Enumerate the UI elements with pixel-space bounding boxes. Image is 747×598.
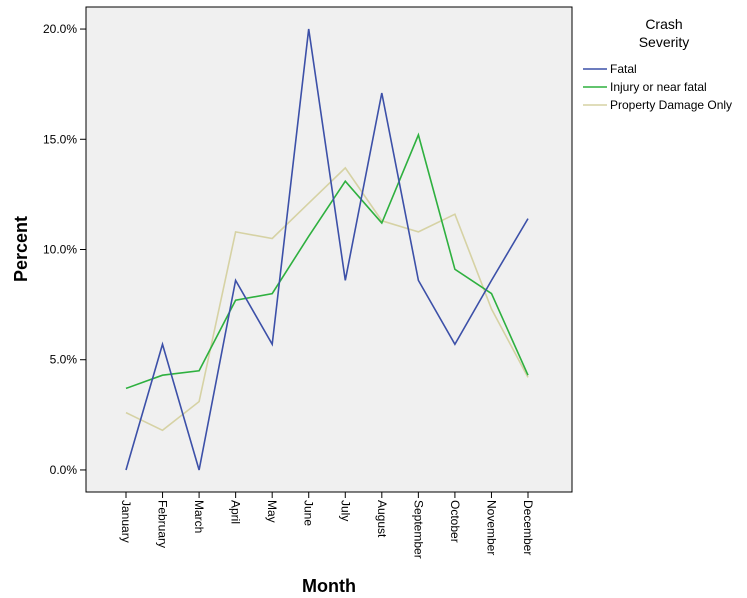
- plot-area: [85, 6, 573, 493]
- legend-item-label: Fatal: [610, 62, 637, 76]
- y-axis-title: Percent: [11, 216, 31, 282]
- y-tick-label: 5.0%: [50, 353, 78, 367]
- x-tick-label: August: [375, 500, 389, 538]
- legend-item-label: Property Damage Only: [610, 98, 732, 112]
- legend: Crash Severity Fatal Injury or near fatal…: [583, 16, 732, 112]
- legend-title-line-2: Severity: [639, 34, 690, 50]
- x-tick-label: February: [156, 500, 170, 548]
- y-axis: 0.0% 5.0% 10.0% 15.0% 20.0%: [43, 22, 86, 477]
- x-tick-label: December: [521, 500, 535, 555]
- y-tick-label: 15.0%: [43, 132, 77, 146]
- series-line-injury-or-near-fatal: [125, 132, 529, 390]
- x-tick-label: March: [192, 500, 206, 533]
- legend-item-label: Injury or near fatal: [610, 80, 707, 94]
- y-tick-label: 0.0%: [50, 463, 78, 477]
- series-line-property-damage-only: [125, 166, 529, 432]
- legend-title-line-1: Crash: [645, 16, 682, 32]
- series-lines: [125, 28, 529, 471]
- x-tick-label: April: [229, 500, 243, 524]
- x-tick-label: October: [448, 500, 462, 543]
- y-tick-label: 20.0%: [43, 22, 77, 36]
- series-line-fatal: [125, 28, 529, 471]
- x-tick-label: June: [302, 500, 316, 526]
- x-tick-label: July: [338, 500, 352, 521]
- x-tick-label: November: [484, 500, 498, 555]
- x-tick-label: September: [411, 500, 425, 559]
- y-tick-label: 10.0%: [43, 243, 77, 257]
- x-tick-label: January: [119, 500, 133, 543]
- x-axis: January February March April May June July Augu…: [119, 492, 535, 559]
- x-tick-label: May: [265, 500, 279, 523]
- x-axis-title: Month: [302, 576, 356, 596]
